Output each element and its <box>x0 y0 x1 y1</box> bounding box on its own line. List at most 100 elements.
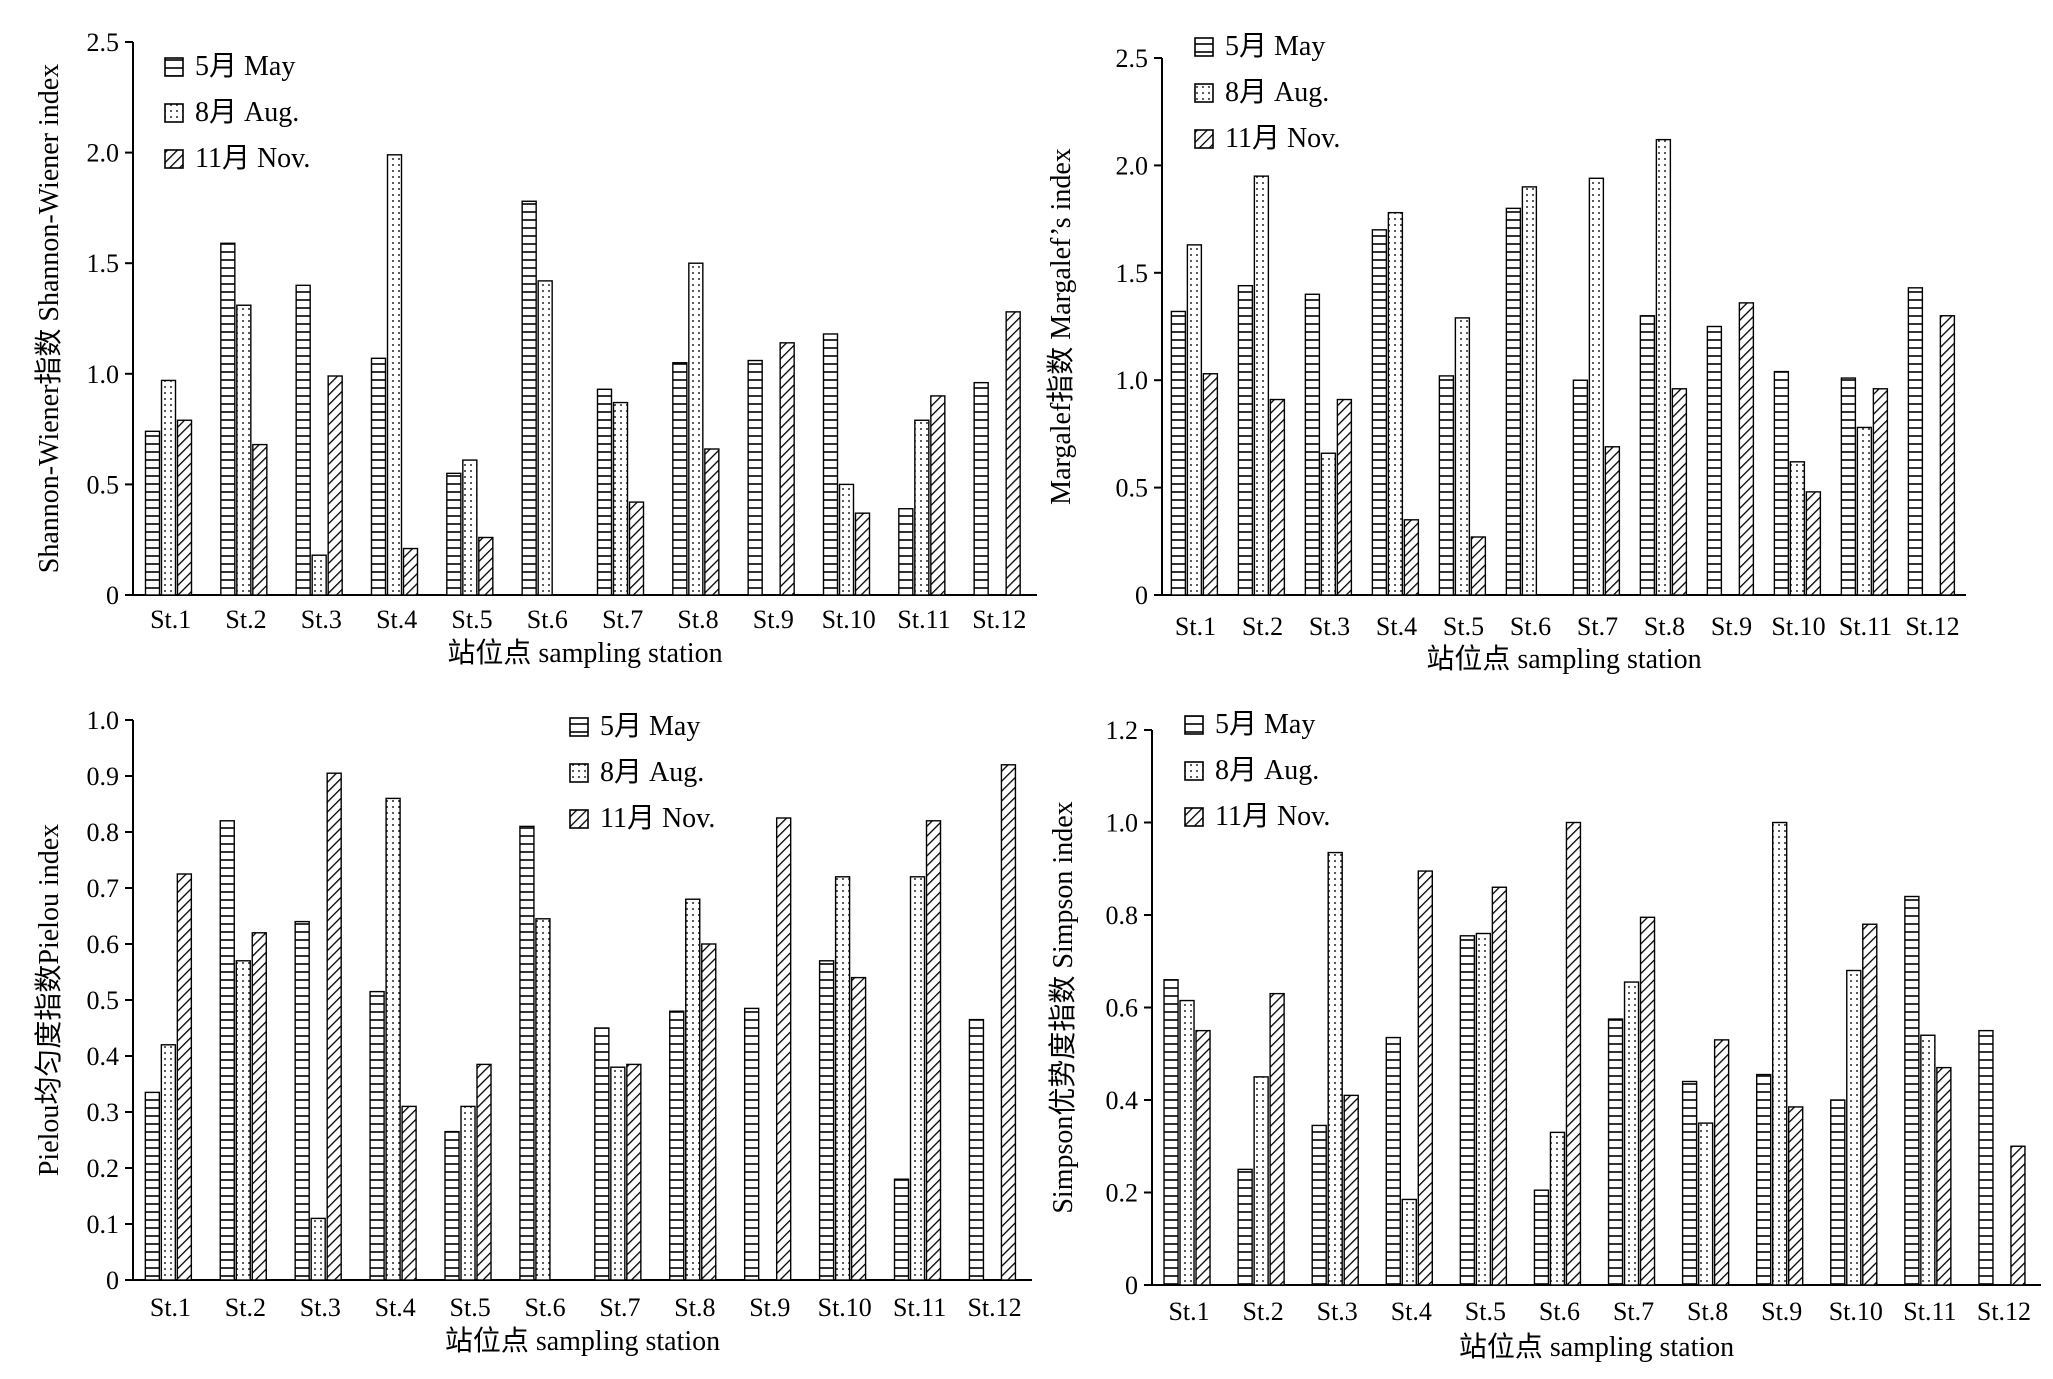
y-tick-label: 0.8 <box>87 818 120 847</box>
bar-St5-series3 <box>476 1063 492 1281</box>
legend-swatch-1 <box>164 57 184 77</box>
x-tick-label: St.11 <box>897 605 950 634</box>
x-tick-label: St.10 <box>1771 612 1825 641</box>
bar-St11-series1 <box>1904 895 1920 1286</box>
bar-St4-series3 <box>401 1105 417 1281</box>
y-tick-label: 0.4 <box>1106 1086 1139 1115</box>
x-tick-label: St.9 <box>749 1293 790 1322</box>
bar-St8-series3 <box>1671 388 1688 596</box>
bar-St8-series3 <box>704 448 720 596</box>
bar-St4-series1 <box>369 990 385 1281</box>
bar-St10-series3 <box>1862 923 1878 1286</box>
bar-St7-series3 <box>1604 446 1621 596</box>
bar-St3-series2 <box>310 1217 326 1281</box>
bar-St5-series3 <box>1491 886 1508 1286</box>
x-tick-label: St.3 <box>1309 612 1350 641</box>
chart-panel-1: 0 0.5 1.0 1.5 2.0 2.5 Shannon-Wiener指数 Shannon… <box>33 28 1037 669</box>
bar-St9-series1 <box>1755 1073 1772 1286</box>
legend-swatch-2 <box>1184 761 1204 781</box>
bar-St9-series1 <box>743 1007 760 1281</box>
bar-St12-series1 <box>1907 287 1924 596</box>
bar-St5-series1 <box>1438 375 1455 596</box>
x-tick-label: St.9 <box>1711 612 1752 641</box>
legend-label-1: 5月 May <box>600 711 700 742</box>
x-tick-label: St.10 <box>1829 1297 1883 1326</box>
x-tick-label: St.2 <box>1242 612 1283 641</box>
bar-St3-series1 <box>1304 293 1321 596</box>
x-tick-label: St.9 <box>1761 1297 1802 1326</box>
bar-St11-series1 <box>898 508 914 596</box>
bar-St10-series2 <box>834 876 851 1281</box>
bar-St11-series3 <box>925 820 942 1281</box>
bar-St3-series3 <box>1336 398 1353 596</box>
legend-swatch-3 <box>1184 807 1204 827</box>
bar-St10-series1 <box>1773 370 1790 596</box>
bar-St8-series2 <box>688 262 704 596</box>
bar-St9-series1 <box>1706 325 1723 596</box>
bar-St11-series1 <box>893 1178 910 1281</box>
bar-St10-series2 <box>1846 969 1862 1286</box>
y-tick-label: 1.0 <box>1106 809 1139 838</box>
y-tick-label: 0.3 <box>87 1098 120 1127</box>
y-axis-title: Margalef指数 Margalef’s index <box>1045 148 1077 505</box>
y-tick-label: 0.2 <box>1106 1179 1139 1208</box>
bar-St1-series3 <box>1202 373 1219 596</box>
x-tick-label: St.4 <box>375 1293 416 1322</box>
x-tick-label: St.6 <box>1539 1297 1580 1326</box>
bar-St2-series1 <box>1237 284 1254 596</box>
bar-St7-series1 <box>596 388 613 596</box>
bar-St3-series2 <box>1320 452 1337 596</box>
bar-St7-series2 <box>1588 177 1605 596</box>
chart-panel-2: 0 0.5 1.0 1.5 2.0 2.5 Margalef指数 Margalef’s in… <box>1045 31 1966 675</box>
bar-St6-series2 <box>1549 1131 1566 1286</box>
x-tick-label: St.3 <box>300 1293 341 1322</box>
x-tick-label: St.4 <box>1391 1297 1432 1326</box>
bar-St3-series3 <box>326 772 342 1281</box>
y-axis-title: Shannon-Wiener指数 Shannon-Wiener index <box>33 64 65 573</box>
bar-St3-series1 <box>1311 1124 1327 1286</box>
bar-St11-series2 <box>909 876 926 1281</box>
x-tick-label: St.5 <box>1465 1297 1506 1326</box>
bar-St12-series3 <box>1000 764 1017 1281</box>
bar-St10-series1 <box>1830 1099 1846 1286</box>
bar-St5-series2 <box>460 1105 476 1281</box>
bar-St1-series3 <box>176 419 193 596</box>
legend: 5月 May 8月 Aug. 11月 Nov. <box>1184 709 1330 832</box>
bar-St10-series2 <box>838 483 855 596</box>
bar-St7-series2 <box>1623 981 1640 1286</box>
legend: 5月 May 8月 Aug. 11月 Nov. <box>164 51 310 174</box>
bar-St1-series1 <box>1163 979 1179 1286</box>
y-tick-label: 0.1 <box>87 1210 120 1239</box>
bar-St11-series2 <box>1920 1034 1936 1286</box>
y-tick-label: 2.5 <box>87 28 120 57</box>
bar-St9-series3 <box>779 342 795 596</box>
bar-St7-series1 <box>594 1027 610 1281</box>
bar-St8-series3 <box>701 943 717 1281</box>
legend-label-3: 11月 Nov. <box>195 143 310 174</box>
bar-St2-series2 <box>1253 175 1270 596</box>
legend-swatch-2 <box>1194 83 1214 103</box>
bar-St1-series1 <box>144 1091 161 1281</box>
bar-St2-series1 <box>220 242 236 596</box>
legend-label-2: 8月 Aug. <box>1225 77 1329 108</box>
bar-St2-series1 <box>1237 1168 1253 1286</box>
y-tick-label: 0 <box>1135 581 1148 610</box>
x-tick-label: St.12 <box>1905 612 1959 641</box>
legend: 5月 May 8月 Aug. 11月 Nov. <box>569 711 715 834</box>
x-tick-label: St.12 <box>972 605 1026 634</box>
legend-swatch-3 <box>1194 129 1214 149</box>
bar-St6-series2 <box>537 280 553 596</box>
bar-St5-series1 <box>444 1130 460 1281</box>
y-tick-label: 0 <box>1125 1271 1138 1300</box>
bar-St10-series3 <box>854 512 871 596</box>
y-tick-label: 0 <box>106 1266 119 1295</box>
bar-St8-series1 <box>669 1010 685 1281</box>
bar-St7-series3 <box>1639 916 1656 1286</box>
bar-St2-series2 <box>236 304 252 596</box>
bar-St8-series2 <box>1697 1122 1714 1286</box>
bar-St12-series3 <box>2010 1145 2026 1286</box>
bar-St10-series3 <box>850 976 867 1281</box>
legend-swatch-1 <box>1184 715 1204 735</box>
bar-St11-series3 <box>1872 388 1889 596</box>
